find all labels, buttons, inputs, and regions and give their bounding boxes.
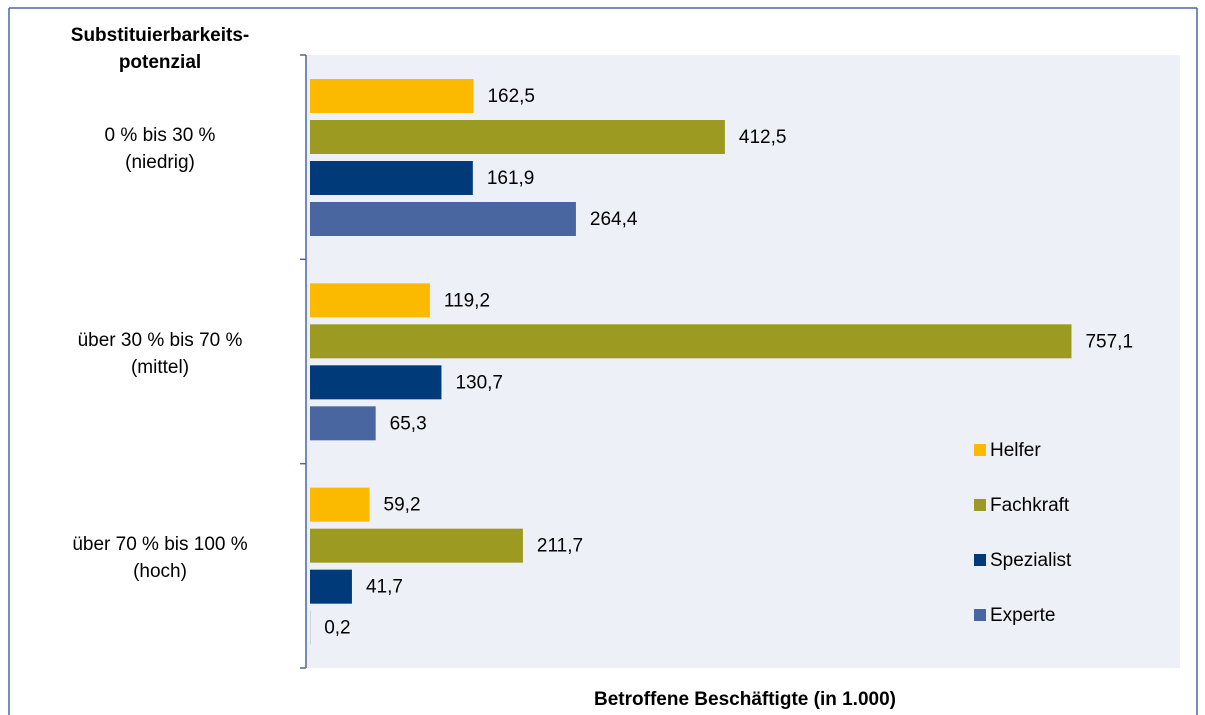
category-label: über 70 % bis 100 % (hoch) (72, 533, 248, 582)
legend-swatch (974, 499, 986, 511)
axis-title: Substituierbarkeits- potenzial (70, 25, 250, 73)
x-axis-label: Betroffene Beschäftigte (in 1.000) (594, 689, 896, 710)
value-label: 264,4 (590, 209, 638, 230)
legend-label: Fachkraft (990, 495, 1070, 516)
value-label: 119,2 (444, 290, 490, 311)
bar (310, 569, 352, 604)
value-label: 0,2 (324, 618, 350, 639)
bar (310, 120, 725, 154)
value-label: 161,9 (487, 168, 535, 189)
legend-swatch (974, 609, 986, 621)
category-label: 0 % bis 30 % (niedrig) (104, 125, 216, 174)
bar (310, 79, 474, 113)
legend-label: Spezialist (990, 550, 1072, 571)
bar (310, 283, 430, 318)
legend-swatch (974, 444, 986, 456)
category-label: über 30 % bis 70 % (mittel) (77, 329, 243, 378)
bar (310, 406, 376, 441)
value-label: 41,7 (366, 577, 403, 598)
bar (310, 487, 370, 522)
value-label: 757,1 (1085, 331, 1133, 352)
bar (310, 528, 523, 563)
legend-label: Helfer (990, 440, 1041, 461)
bar (310, 161, 473, 195)
value-label: 65,3 (390, 413, 427, 434)
bar (310, 365, 442, 400)
value-label: 59,2 (384, 495, 421, 516)
value-label: 130,7 (455, 372, 503, 393)
value-label: 412,5 (739, 127, 787, 148)
bar (310, 324, 1072, 359)
bar (310, 202, 576, 236)
legend-label: Experte (990, 605, 1055, 626)
plot-area (306, 55, 1180, 668)
value-label: 211,7 (537, 536, 583, 557)
value-label: 162,5 (487, 86, 535, 107)
legend-swatch (974, 554, 986, 566)
